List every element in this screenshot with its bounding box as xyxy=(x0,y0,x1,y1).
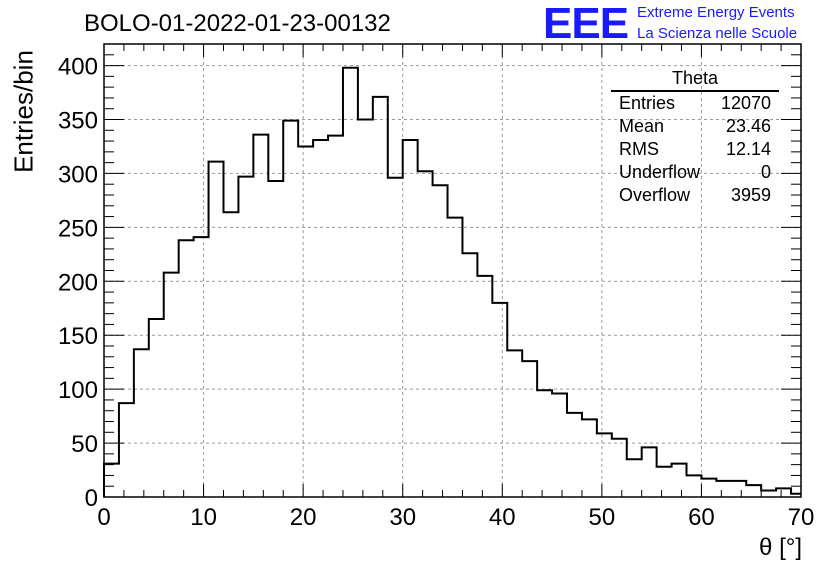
logo-line-1: Extreme Energy Events xyxy=(637,4,795,21)
x-axis-title: θ [°] xyxy=(759,534,802,561)
histogram-bin xyxy=(223,212,238,497)
grid-lines xyxy=(104,44,801,497)
stats-box: Theta Entries 12070 Mean 23.46 RMS 12.14… xyxy=(611,68,779,207)
histogram-bin xyxy=(701,479,716,497)
histogram-bin xyxy=(149,319,164,497)
stats-label: Mean xyxy=(619,116,665,136)
x-tick-label: 60 xyxy=(688,504,715,531)
histogram-bin xyxy=(582,419,597,497)
histogram-bin xyxy=(194,237,209,497)
histogram-bin xyxy=(298,146,313,497)
y-tick-label: 150 xyxy=(58,323,98,350)
y-tick-label: 400 xyxy=(58,54,98,81)
x-tick-label: 30 xyxy=(389,504,416,531)
histogram-bin xyxy=(238,177,253,497)
histogram-bin xyxy=(686,475,701,497)
stats-row-rms: RMS 12.14 xyxy=(611,138,779,161)
stats-label: Underflow xyxy=(619,162,701,182)
y-tick-label: 100 xyxy=(58,377,98,404)
histogram-bin xyxy=(522,361,537,497)
stats-label: Overflow xyxy=(619,185,691,205)
stats-label: RMS xyxy=(619,139,659,159)
histogram-bin xyxy=(104,464,119,497)
stats-row-mean: Mean 23.46 xyxy=(611,115,779,138)
x-tick-label: 0 xyxy=(97,504,110,531)
x-tick-label: 70 xyxy=(788,504,815,531)
histogram-bin xyxy=(746,485,761,497)
y-tick-label: 200 xyxy=(58,269,98,296)
histogram-bin xyxy=(537,390,552,497)
histogram-bars xyxy=(103,66,801,498)
stats-label: Entries xyxy=(619,93,676,113)
stats-value: 3959 xyxy=(730,185,771,205)
logo-line-2: La Scienza nelle Scuole xyxy=(637,25,798,42)
histogram-bin xyxy=(462,253,477,497)
histogram-bin xyxy=(343,68,358,497)
x-tick-label: 50 xyxy=(589,504,616,531)
histogram-bin xyxy=(642,447,657,497)
histogram-bin xyxy=(283,121,298,497)
y-tick-label: 0 xyxy=(85,485,98,512)
histogram-bin xyxy=(627,459,642,497)
histogram-bin xyxy=(358,120,373,498)
histogram-bin xyxy=(373,97,388,497)
histogram-bin xyxy=(716,481,731,497)
stats-value: 12.14 xyxy=(725,139,771,159)
histogram-bin xyxy=(657,467,672,497)
histogram-bin xyxy=(672,464,687,497)
histogram-bin xyxy=(612,439,627,497)
y-tick-label: 250 xyxy=(58,215,98,242)
eee-logo: EEE xyxy=(543,0,629,48)
histogram-bin xyxy=(477,276,492,497)
histogram-bin xyxy=(731,481,746,497)
stats-row-underflow: Underflow 0 xyxy=(611,161,779,184)
stats-value: 23.46 xyxy=(725,116,771,136)
y-tick-label: 350 xyxy=(58,108,98,135)
histogram-bin xyxy=(448,218,463,497)
y-tick-label: 50 xyxy=(71,431,98,458)
histogram-bin xyxy=(119,403,134,497)
histogram-bin xyxy=(179,240,194,497)
run-title: BOLO-01-2022-01-23-00132 xyxy=(84,10,391,37)
x-tick-label: 20 xyxy=(290,504,317,531)
stats-row-overflow: Overflow 3959 xyxy=(611,184,779,207)
histogram-bin xyxy=(776,488,791,497)
y-tick-label: 300 xyxy=(58,161,98,188)
stats-value: 12070 xyxy=(720,93,771,113)
histogram-bin xyxy=(164,273,179,497)
histogram-bin xyxy=(388,178,403,497)
histogram-bin xyxy=(567,413,582,497)
histogram-bin xyxy=(134,349,149,497)
y-axis-title: Entries/bin xyxy=(8,50,39,173)
histogram-bin xyxy=(433,185,448,497)
histogram-bin xyxy=(418,171,433,497)
stats-title: Theta xyxy=(611,68,779,92)
x-tick-label: 10 xyxy=(190,504,217,531)
x-tick-label: 40 xyxy=(489,504,516,531)
histogram-bin xyxy=(507,350,522,497)
axes: 0 10 20 30 40 50 60 70 0 50 100 150 200 250 300 350 400 xyxy=(58,43,815,531)
histogram-bin xyxy=(492,303,507,497)
histogram-bin xyxy=(268,181,283,497)
histogram-bin xyxy=(209,162,224,497)
stats-row-entries: Entries 12070 xyxy=(611,92,779,115)
histogram-outline xyxy=(103,66,801,497)
histogram-bin xyxy=(552,393,567,497)
stats-value: 0 xyxy=(760,162,771,182)
